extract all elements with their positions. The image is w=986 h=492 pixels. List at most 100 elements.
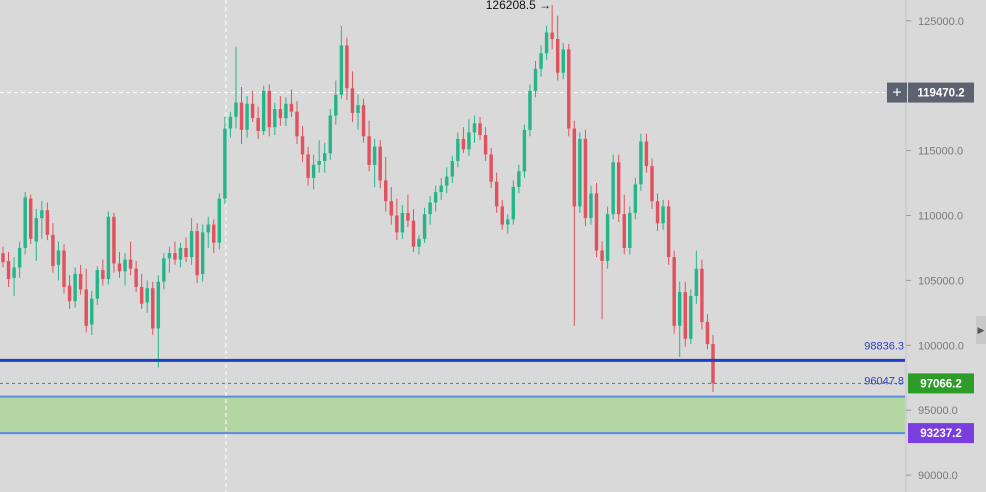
candle-body bbox=[694, 268, 699, 296]
candle-body bbox=[633, 184, 638, 213]
candle-body bbox=[278, 109, 283, 119]
candle-body bbox=[372, 146, 377, 165]
candle-body bbox=[145, 288, 149, 303]
candle-body bbox=[650, 166, 654, 202]
candle-body bbox=[456, 138, 460, 161]
candle-body bbox=[433, 192, 438, 203]
candle-body bbox=[239, 102, 244, 130]
candle-body bbox=[128, 259, 133, 269]
candle-body bbox=[450, 160, 455, 177]
candle-body bbox=[655, 201, 660, 224]
candle-body bbox=[361, 105, 366, 137]
candle-body bbox=[40, 210, 44, 219]
candle-body bbox=[112, 216, 116, 264]
candle-body bbox=[29, 198, 33, 239]
candle-body bbox=[478, 123, 482, 136]
candle-body bbox=[139, 286, 144, 304]
candle-body bbox=[528, 90, 532, 130]
candle-body bbox=[572, 128, 577, 207]
candle-body bbox=[322, 153, 327, 161]
plus-icon[interactable]: + bbox=[892, 85, 901, 102]
candle-body bbox=[245, 103, 249, 130]
candle-body bbox=[578, 138, 582, 207]
candle-body bbox=[51, 234, 55, 267]
candle-body bbox=[506, 219, 510, 225]
candle-body bbox=[34, 218, 39, 242]
candle-body bbox=[134, 268, 138, 287]
candle-body bbox=[417, 238, 421, 247]
candle-body bbox=[428, 202, 432, 215]
candle-body bbox=[234, 102, 238, 117]
price-zone[interactable] bbox=[0, 396, 905, 434]
high-price-label: 126208.5 → bbox=[486, 0, 551, 12]
candle-body bbox=[445, 176, 449, 186]
candle-body bbox=[550, 32, 554, 39]
candle-body bbox=[334, 94, 338, 116]
tick-label: 90000.0 bbox=[918, 470, 958, 482]
candle-body bbox=[267, 90, 271, 128]
tick-label: 95000.0 bbox=[918, 405, 958, 417]
candle-body bbox=[644, 141, 649, 167]
crosshair-price-badge: + 119470.2 bbox=[887, 82, 974, 103]
candle-body bbox=[583, 138, 588, 219]
candle-body bbox=[184, 247, 188, 258]
candle-body bbox=[90, 298, 94, 325]
candle-body bbox=[356, 105, 360, 113]
candle-body bbox=[378, 146, 382, 181]
candle-body bbox=[78, 273, 83, 290]
candle-body bbox=[605, 214, 610, 261]
tick-label: 110000.0 bbox=[918, 210, 963, 222]
candle-body bbox=[17, 247, 22, 268]
candle-body bbox=[311, 164, 316, 178]
last-price-value: 97066.2 bbox=[920, 378, 962, 390]
candle-body bbox=[117, 263, 122, 272]
zone-top-label: 96047.8 bbox=[864, 376, 904, 388]
candle-body bbox=[156, 281, 161, 329]
candle-body bbox=[384, 180, 388, 202]
last-price-badge: 97066.2 bbox=[908, 373, 974, 394]
candle-body bbox=[622, 214, 626, 248]
candle-body bbox=[23, 197, 27, 248]
candle-body bbox=[677, 292, 682, 326]
candle-body bbox=[217, 198, 222, 243]
last-price-badge-bg bbox=[908, 373, 974, 394]
candle-body bbox=[206, 224, 210, 233]
candle-body bbox=[317, 160, 321, 165]
side-panel-toggle[interactable]: ▶ bbox=[976, 316, 986, 344]
candle-body bbox=[12, 267, 16, 278]
candle-body bbox=[628, 212, 632, 248]
candle-body bbox=[594, 193, 599, 251]
crosshair-icon-box[interactable] bbox=[887, 82, 907, 103]
zone-bottom-badge-bg bbox=[908, 423, 974, 444]
candle-body bbox=[306, 154, 310, 178]
candle-body bbox=[689, 295, 693, 339]
candle-body bbox=[494, 181, 499, 207]
candle-body bbox=[422, 214, 427, 239]
price-axis[interactable]: 90000.0 95000.0 100000.0 105000.0 110000.0 11… bbox=[906, 16, 964, 482]
candle-body bbox=[56, 250, 61, 265]
candle-body bbox=[62, 250, 66, 287]
candle-body bbox=[106, 216, 111, 280]
candle-body bbox=[483, 135, 488, 155]
candle-body bbox=[339, 45, 344, 95]
candle-body bbox=[223, 128, 227, 199]
candle-body bbox=[411, 220, 416, 247]
candle-body bbox=[173, 253, 177, 260]
candle-body bbox=[567, 49, 571, 129]
candle-body bbox=[212, 224, 216, 243]
candle-body bbox=[73, 273, 77, 302]
candle-body bbox=[544, 32, 549, 54]
candle-body bbox=[84, 289, 88, 326]
candle-body bbox=[95, 270, 100, 299]
candle-body bbox=[711, 344, 715, 384]
candle-body bbox=[395, 215, 399, 233]
candle-body bbox=[300, 136, 305, 155]
candle-body bbox=[189, 231, 194, 258]
candle-body bbox=[661, 206, 665, 224]
candle-series bbox=[1, 5, 715, 393]
candle-body bbox=[517, 171, 521, 187]
tick-label: 115000.0 bbox=[918, 146, 963, 158]
candle-body bbox=[522, 129, 527, 172]
